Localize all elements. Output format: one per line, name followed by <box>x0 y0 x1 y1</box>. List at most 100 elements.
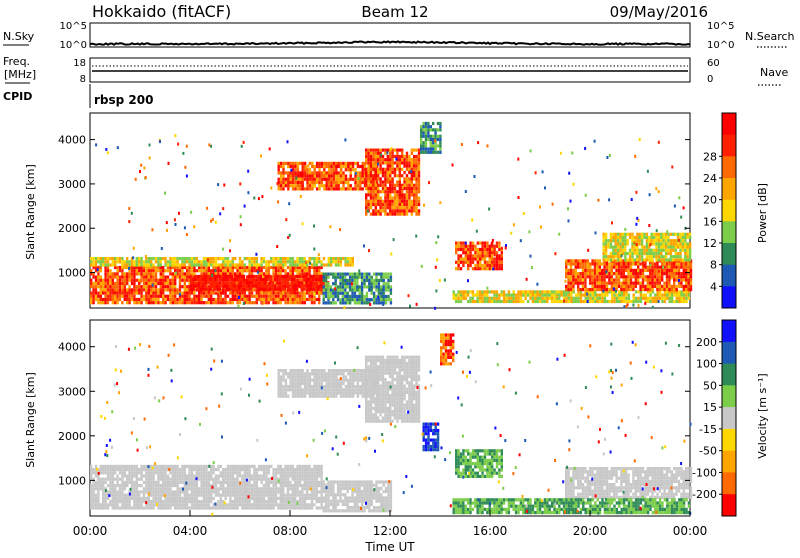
power-cell <box>342 175 344 178</box>
power-cell <box>258 298 260 301</box>
power-cell <box>287 295 289 298</box>
power-cell <box>150 257 152 260</box>
velocity-cell <box>124 503 126 506</box>
power-colorbar-tick-label: 12 <box>703 237 717 250</box>
power-cell <box>308 292 310 295</box>
velocity-cell <box>164 474 166 477</box>
velocity-cell <box>208 503 210 506</box>
power-cell <box>338 175 340 178</box>
power-cell <box>140 272 142 275</box>
power-cell <box>591 259 593 262</box>
power-cell <box>372 161 374 164</box>
power-cell <box>368 285 370 288</box>
power-cell <box>121 295 123 298</box>
velocity-cell <box>100 465 102 468</box>
power-cell <box>191 260 193 263</box>
power-cell <box>660 239 662 242</box>
power-cell <box>243 284 245 287</box>
power-cell <box>287 266 289 269</box>
velocity-cell <box>124 494 126 497</box>
power-cell <box>280 171 282 174</box>
power-cell <box>632 275 634 278</box>
velocity-cell <box>212 506 214 509</box>
power-cell <box>587 297 589 300</box>
power-cell <box>678 294 680 297</box>
power-cell <box>318 301 320 304</box>
power-cell <box>251 301 253 304</box>
power-cell <box>654 294 656 297</box>
velocity-cell <box>232 468 234 471</box>
power-cell <box>384 184 386 187</box>
power-cell <box>365 187 367 190</box>
power-cell <box>354 298 356 301</box>
power-cell <box>311 295 313 298</box>
power-cell <box>415 155 417 158</box>
power-cell <box>477 258 479 261</box>
power-cell <box>575 278 577 281</box>
power-cell <box>375 200 377 203</box>
power-cell <box>248 275 250 278</box>
power-cell <box>205 301 207 304</box>
power-cell <box>469 290 471 293</box>
power-speck <box>528 230 530 233</box>
power-cell <box>567 262 569 265</box>
velocity-cell <box>148 500 150 503</box>
power-cell <box>255 284 257 287</box>
power-cell <box>253 301 255 304</box>
power-cell <box>639 249 641 252</box>
velocity-cell <box>155 494 157 497</box>
velocity-cell <box>124 471 126 474</box>
power-cell <box>95 295 97 298</box>
power-cell <box>260 257 262 260</box>
power-cell <box>181 301 183 304</box>
power-cell <box>102 285 104 288</box>
power-cell <box>663 233 665 236</box>
power-cell <box>131 298 133 301</box>
velocity-cell <box>162 487 164 490</box>
power-cell <box>260 263 262 266</box>
power-cell <box>148 292 150 295</box>
power-cell <box>256 292 258 295</box>
power-cell <box>457 267 459 270</box>
power-cell <box>677 246 679 249</box>
velocity-cell <box>188 471 190 474</box>
power-cell <box>310 278 312 281</box>
velocity-cell <box>157 484 159 487</box>
power-cell <box>489 258 491 261</box>
power-cell <box>403 213 405 216</box>
power-cell <box>169 272 171 275</box>
power-cell <box>126 257 128 260</box>
velocity-cell <box>140 500 142 503</box>
power-cell <box>657 297 659 300</box>
power-cell <box>681 297 683 300</box>
power-cell <box>195 275 197 278</box>
velocity-cell <box>138 497 140 500</box>
power-cell <box>176 263 178 266</box>
power-cell <box>226 284 228 287</box>
velocity-cell <box>196 484 198 487</box>
power-cell <box>427 122 429 125</box>
power-cell <box>354 181 356 184</box>
power-cell <box>164 295 166 298</box>
power-cell <box>513 294 515 297</box>
power-cell <box>413 190 415 193</box>
velocity-cell <box>131 506 133 509</box>
power-cell <box>384 187 386 190</box>
power-cell <box>241 298 243 301</box>
power-cell <box>192 278 194 281</box>
power-cell <box>690 278 692 281</box>
power-speck <box>380 154 382 157</box>
power-cell <box>298 281 300 284</box>
velocity-cell <box>160 468 162 471</box>
power-cell <box>299 171 301 174</box>
power-cell <box>361 292 363 295</box>
power-cell <box>654 269 656 272</box>
power-cell <box>673 269 675 272</box>
power-cell <box>318 168 320 171</box>
power-cell <box>646 242 648 245</box>
velocity-cell <box>191 484 193 487</box>
power-cell <box>387 279 389 282</box>
power-cell <box>604 297 606 300</box>
